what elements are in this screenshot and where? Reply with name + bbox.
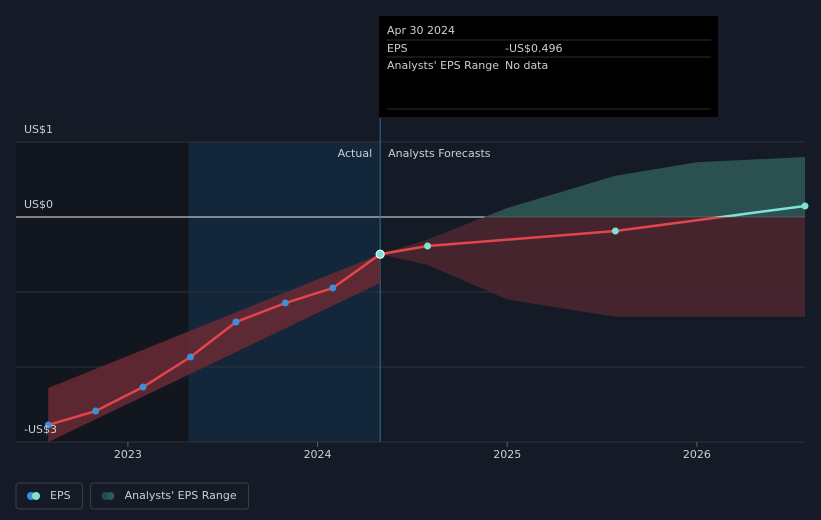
tooltip-value: No data <box>505 59 548 72</box>
eps-marker <box>186 353 194 361</box>
actual-label: Actual <box>338 147 372 160</box>
eps-marker <box>139 383 147 391</box>
x-tick-label: 2024 <box>304 448 332 461</box>
legend-label: EPS <box>50 489 71 502</box>
tooltip: Apr 30 2024 EPS -US$0.496 Analysts' EPS Ran… <box>379 16 718 117</box>
y-tick-label: -US$3 <box>24 423 57 436</box>
y-tick-label: US$1 <box>24 123 53 136</box>
tooltip-date: Apr 30 2024 <box>387 24 455 37</box>
x-tick-label: 2025 <box>493 448 521 461</box>
eps-line <box>47 253 381 427</box>
tooltip-label: Analysts' EPS Range <box>387 59 499 72</box>
eps-marker <box>232 318 240 326</box>
legend-item: Analysts' EPS Range <box>90 482 250 510</box>
eps-marker <box>424 242 432 250</box>
legend-box <box>90 482 250 510</box>
eps-marker <box>376 250 384 258</box>
eps-marker <box>281 299 289 307</box>
tooltip-box <box>379 16 718 117</box>
range-area <box>484 157 805 217</box>
range-area <box>48 254 381 442</box>
x-tick-label: 2026 <box>683 448 711 461</box>
legend-item: EPS <box>15 482 84 510</box>
eps-marker <box>329 284 337 292</box>
eps-marker <box>44 421 52 429</box>
x-tick-label: 2023 <box>114 448 142 461</box>
eps-marker <box>801 202 809 210</box>
eps-marker <box>92 407 100 415</box>
legend-box <box>15 482 84 510</box>
tooltip-label: EPS <box>387 42 408 55</box>
eps-line <box>379 217 732 256</box>
legend-swatch <box>106 492 115 500</box>
y-tick-label: US$0 <box>24 198 53 211</box>
tooltip-value: -US$0.496 <box>505 42 563 55</box>
legend-label: Analysts' EPS Range <box>125 489 237 502</box>
forecast-label: Analysts Forecasts <box>388 147 491 160</box>
legend-swatch <box>32 492 40 500</box>
eps-marker <box>611 227 619 235</box>
